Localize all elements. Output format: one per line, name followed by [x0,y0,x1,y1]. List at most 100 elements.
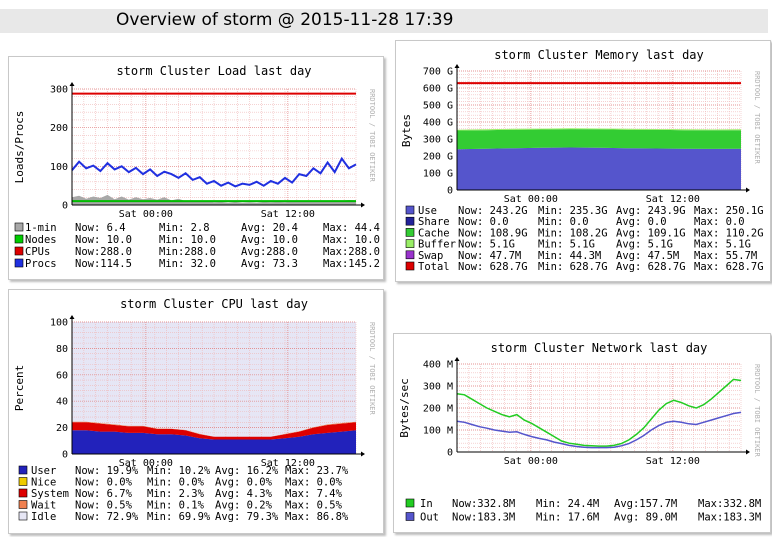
legend-swatch [14,234,24,244]
legend-label: Cache [418,227,450,239]
legend-avg: Avg: 10.0 [241,234,298,246]
chart-title: storm Cluster CPU last day [120,297,308,311]
y-tick-label: 100 G [423,169,453,180]
legend-label: Nodes [25,234,57,246]
x-axis-arrow [361,202,365,208]
grid [71,321,357,455]
legend-avg: Avg:157.7M [614,498,677,510]
legend-now: Now: 72.9% [75,511,139,523]
x-tick-label: Sat 00:00 [119,209,173,220]
series-1-min-area [72,194,356,205]
legend-swatch [405,261,415,271]
page-title: Overview of storm @ 2015-11-28 17:39 [116,10,454,30]
legend-label: CPUs [25,246,50,258]
chart-panel-memory[interactable]: storm Cluster Memory last day Bytes RRDTOO… [395,40,771,282]
chart-panel-load[interactable]: storm Cluster Load last day Loads/Procs RR… [8,56,384,280]
legend-row-procs: Procs Now:114.5 Min: 32.0 Avg: 73.3 Max:145.… [14,258,380,270]
legend-max: Max: 86.8% [285,511,349,523]
y-axis-label: Bytes/sec [398,378,411,438]
legend-min: Min: 10.0 [159,234,216,246]
legend-max: Max: 44.4 [323,222,380,234]
legend-swatch [405,216,415,226]
legend-now: Now: 47.7M [458,250,521,262]
legend-row-in: In Now:332.8M Min: 24.4M Avg:157.7M Max:332.… [405,498,761,510]
legend-max: Max:332.8M [698,498,761,510]
legend-avg: Avg: 109.1G [616,227,686,239]
legend-min: Min: 2.8 [159,222,210,234]
legend-avg: Avg:288.0 [241,246,298,258]
legend-swatch [18,511,28,521]
legend-now: Now: 6.7% [75,488,133,500]
legend-now: Now:183.3M [452,512,515,524]
legend-now: Now:288.0 [75,246,132,258]
legend-now: Now: 5.1G [458,239,515,251]
legend-label: Use [418,205,437,217]
legend-label: Wait [31,500,56,512]
legend-now: Now: 6.4 [75,222,126,234]
x-axis-arrow [746,187,750,193]
legend-label: Idle [31,511,56,523]
x-tick-label: Sat 00:00 [504,194,558,205]
legend-row-out: Out Now:183.3M Min: 17.6M Avg: 89.0M Max:183… [405,512,761,524]
legend-min: Min: 235.3G [538,205,608,217]
rrdtool-watermark: RRDTOOL / TOBI OETIKER [368,89,376,183]
y-tick-label: 100 [50,318,68,329]
legend-min: Min: 108.2G [538,227,608,239]
y-tick-label: 100 [50,162,68,173]
y-tick-label: 300 M [423,382,453,393]
cpu-chart: storm Cluster CPU last day Percent RRDTOOL… [13,297,376,523]
legend-swatch [14,222,24,232]
legend-label: Procs [25,258,57,270]
y-tick-label: 40 [56,397,68,408]
legend-max: Max: 0.5% [285,500,343,512]
legend-now: Now: 10.0 [75,234,132,246]
legend-max: Max: 628.7G [694,261,764,273]
y-tick-label: 200 G [423,152,453,163]
series-cache-area [457,129,741,150]
legend-max: Max: 55.7M [694,250,757,262]
legend: 1-min Now: 6.4 Min: 2.8 Avg: 20.4 Max: 44.4N… [14,222,380,270]
rrdtool-watermark: RRDTOOL / TOBI OETIKER [753,71,761,165]
legend-label: Nice [31,477,56,489]
legend-label: Share [418,216,450,228]
legend-min: Min: 0.0% [147,477,205,489]
legend-avg: Avg: 73.3 [241,258,298,270]
legend-max: Max:145.2 [323,258,380,270]
legend: Use Now: 243.2G Min: 235.3G Avg: 243.9G Max:… [405,205,764,273]
legend-min: Min: 24.4M [536,498,599,510]
legend-swatch [405,205,415,215]
legend-row-cache: Cache Now: 108.9G Min: 108.2G Avg: 109.1G Ma… [405,227,764,239]
y-tick-label: 200 [50,123,68,134]
y-tick-label: 200 M [423,404,453,415]
series-system-area [72,422,356,440]
legend-row-nodes: Nodes Now: 10.0 Min: 10.0 Avg: 10.0 Max: 10.… [14,234,380,246]
legend-label: Out [420,512,439,524]
legend: User Now: 19.9% Min: 10.2% Avg: 16.2% Max: 2… [18,465,349,523]
y-axis-label: Bytes [400,114,413,147]
chart-title: storm Cluster Load last day [116,64,311,78]
y-axis-arrow [69,315,75,319]
legend-max: Max:288.0 [323,246,380,258]
chart-panel-cpu[interactable]: storm Cluster CPU last day Percent RRDTOOL… [8,289,384,534]
page-header: Overview of storm @ 2015-11-28 17:39 [0,9,768,33]
series-wait-area [72,421,356,437]
x-tick-label: Sat 12:00 [261,458,315,469]
legend-avg: Avg: 79.3% [215,511,279,523]
legend-avg: Avg: 4.3% [215,488,273,500]
legend-swatch [14,258,24,268]
legend-row-total: Total Now: 628.7G Min: 628.7G Avg: 628.7G Ma… [405,261,764,273]
y-axis-arrow [454,64,460,68]
legend-label: System [31,488,69,500]
legend-now: Now:114.5 [75,258,132,270]
x-tick-label: Sat 12:00 [646,194,700,205]
legend-label: Buffer [418,239,456,251]
legend: In Now:332.8M Min: 24.4M Avg:157.7M Max:332.… [405,498,761,524]
legend-now: Now: 0.0 [458,216,509,228]
legend-min: Min: 2.3% [147,488,205,500]
chart-panel-network[interactable]: storm Cluster Network last day Bytes/sec R… [393,333,771,533]
y-axis-label: Percent [13,365,26,411]
legend-min: Min: 5.1G [538,239,595,251]
series-buffer-area [457,128,741,131]
legend-label: In [420,498,433,510]
legend-label: 1-min [25,222,57,234]
